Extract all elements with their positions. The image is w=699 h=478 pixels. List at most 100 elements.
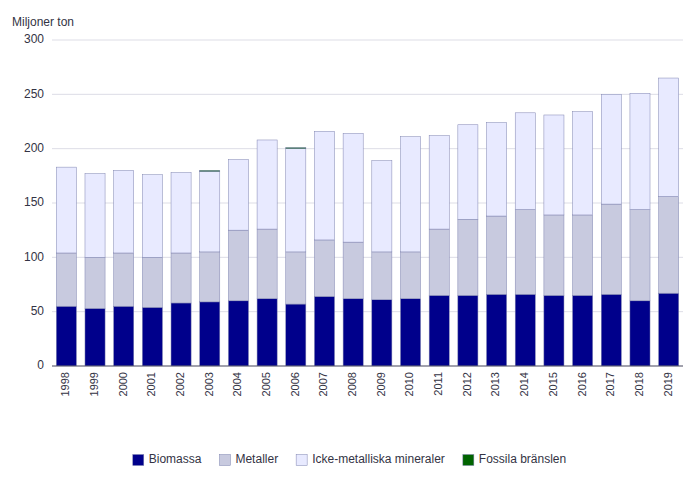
bar-segment [286, 148, 306, 149]
x-axis-line [52, 366, 683, 367]
x-tick-label: 2009 [375, 372, 387, 396]
grid-line [52, 40, 683, 41]
bar-segment [343, 133, 363, 242]
bar-segment [257, 229, 277, 299]
x-tick-label: 2005 [260, 372, 272, 396]
bar-segment [372, 300, 392, 366]
bar-segment [257, 299, 277, 366]
bar-segment [257, 139, 277, 140]
bar-segment [544, 295, 564, 366]
bar-segment [515, 113, 535, 210]
bar-segment [659, 196, 679, 293]
y-tick-label: 50 [31, 304, 45, 318]
x-tick-label: 2001 [145, 372, 157, 396]
bar-segment [114, 170, 134, 253]
legend-item: Biomassa [133, 452, 202, 466]
bar-segment [630, 93, 650, 209]
bar-segment [400, 252, 420, 299]
bar-segment [171, 303, 191, 366]
x-tick-label: 2003 [203, 372, 215, 396]
bar-segment [85, 174, 105, 258]
bar-segment [630, 301, 650, 366]
bar-segment [56, 167, 76, 168]
bar-segment [429, 295, 449, 366]
x-tick-label: 2010 [403, 372, 415, 396]
x-tick-label: 2000 [117, 372, 129, 396]
bar-segment [458, 295, 478, 366]
x-tick-label: 1999 [88, 372, 100, 396]
bar-segment [429, 136, 449, 229]
bar-segment [314, 240, 334, 297]
legend-item: Metaller [219, 452, 278, 466]
bar-segment [400, 136, 420, 137]
legend-label: Fossila bränslen [479, 452, 566, 466]
bar-segment [314, 131, 334, 240]
bar-segment [458, 125, 478, 220]
bar-segment [630, 93, 650, 94]
bar-segment [228, 230, 248, 301]
bar-segment [487, 216, 507, 294]
bar-segment [56, 253, 76, 306]
bar-segment [56, 167, 76, 253]
bar-segment [573, 215, 593, 295]
legend-item: Icke-metalliska mineraler [296, 452, 445, 466]
bar-segment [601, 94, 621, 204]
bar-segment [659, 78, 679, 196]
bar-segment [343, 299, 363, 366]
x-tick-label: 2012 [461, 372, 473, 396]
legend-item: Fossila bränslen [463, 452, 566, 466]
bar-segment [200, 302, 220, 366]
grid [52, 40, 683, 366]
x-tick-label: 2002 [174, 372, 186, 396]
y-tick-label: 250 [24, 87, 44, 101]
x-tick-label: 2018 [633, 372, 645, 396]
x-tick-label: 2004 [231, 372, 243, 396]
bar-segment [56, 306, 76, 366]
chart-container: 050100150200250300Miljoner ton1998199920… [0, 0, 699, 478]
x-axis: 1998199920002001200220032004200520062007… [52, 366, 683, 396]
bar-segment [601, 204, 621, 294]
legend-swatch [219, 455, 230, 466]
bar-segment [458, 219, 478, 295]
bar-segment [601, 294, 621, 366]
bar-segment [171, 173, 191, 253]
bar-segment [573, 111, 593, 112]
bar-segment [573, 112, 593, 215]
bar-segment [200, 170, 220, 171]
bar-segment [487, 122, 507, 123]
y-tick-label: 300 [24, 32, 44, 46]
bar-segment [286, 149, 306, 252]
bar-segment [544, 115, 564, 215]
bar-segment [228, 301, 248, 366]
bar-segment [487, 123, 507, 216]
x-tick-label: 2008 [346, 372, 358, 396]
bar-segment [114, 306, 134, 366]
x-tick-label: 2006 [289, 372, 301, 396]
bar-segment [343, 133, 363, 134]
x-tick-label: 2007 [317, 372, 329, 396]
y-tick-label: 200 [24, 141, 44, 155]
y-tick-label: 0 [37, 358, 44, 372]
bar-segment [142, 175, 162, 258]
series [200, 148, 306, 172]
chart-svg: 050100150200250300Miljoner ton1998199920… [0, 0, 699, 478]
bar-segment [487, 294, 507, 366]
bar-segment [114, 253, 134, 306]
bar-segment [200, 171, 220, 251]
legend-swatch [296, 455, 307, 466]
x-tick-label: 2013 [489, 372, 501, 396]
y-tick-label: 150 [24, 195, 44, 209]
x-tick-label: 2016 [576, 372, 588, 396]
bar-segment [544, 215, 564, 295]
legend-label: Icke-metalliska mineraler [312, 452, 445, 466]
bar-segment [171, 253, 191, 303]
bar-segment [257, 140, 277, 229]
bar-segment [458, 124, 478, 125]
bar-segment [515, 210, 535, 295]
bar-segment [142, 257, 162, 307]
bar-segment [228, 160, 248, 231]
bars [56, 78, 678, 366]
bar-segment [659, 293, 679, 366]
bar-segment [544, 114, 564, 115]
bar-segment [200, 252, 220, 302]
